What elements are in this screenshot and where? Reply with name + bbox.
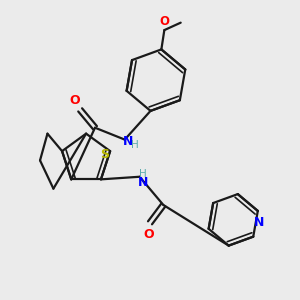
Text: N: N [123,135,134,148]
Text: O: O [143,228,154,241]
Text: N: N [254,216,264,229]
Text: H: H [131,140,139,150]
Text: O: O [159,15,169,28]
Text: O: O [70,94,80,107]
Text: N: N [138,176,148,189]
Text: S: S [100,148,109,160]
Text: H: H [139,169,147,179]
